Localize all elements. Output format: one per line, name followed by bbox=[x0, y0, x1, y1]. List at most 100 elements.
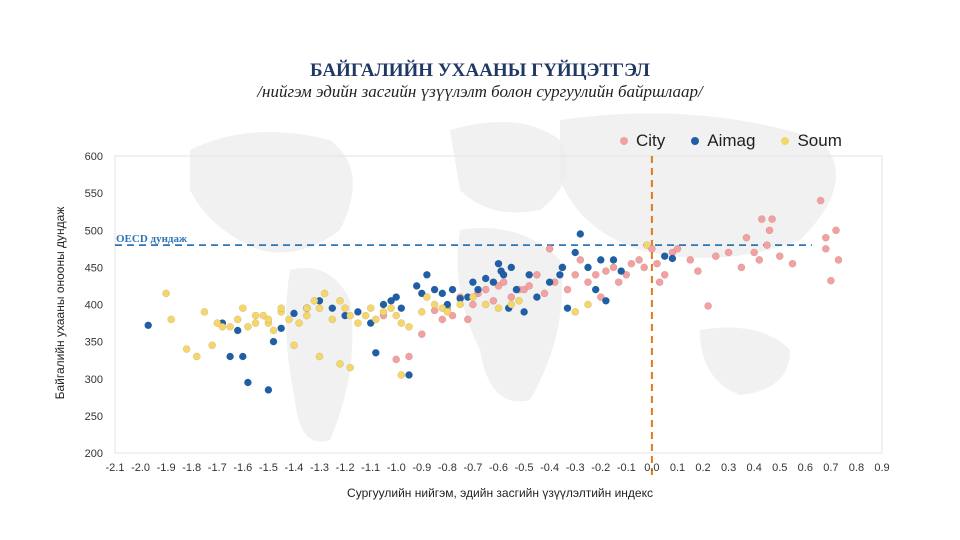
point-city bbox=[655, 278, 664, 287]
point-city bbox=[765, 226, 774, 235]
chart-subtitle: /нийгэм эдийн засгийн үзүүлэлт болон сур… bbox=[257, 82, 703, 101]
point-city bbox=[614, 278, 623, 287]
point-soum bbox=[290, 341, 298, 350]
point-soum bbox=[430, 300, 439, 309]
x-tick-label: -2.0 bbox=[131, 462, 150, 474]
point-soum bbox=[387, 304, 395, 313]
point-city bbox=[609, 263, 618, 272]
point-city bbox=[622, 270, 631, 279]
point-soum bbox=[264, 315, 273, 324]
x-tick-label: -0.7 bbox=[463, 462, 482, 474]
legend-label-soum: Soum bbox=[797, 131, 842, 150]
point-aimag bbox=[412, 282, 421, 290]
point-city bbox=[750, 248, 759, 257]
data-points bbox=[144, 196, 843, 394]
point-city bbox=[834, 256, 843, 264]
point-city bbox=[763, 241, 771, 249]
x-tick-label: -1.0 bbox=[387, 462, 406, 474]
x-tick-label: 0.0 bbox=[644, 462, 659, 474]
point-city bbox=[489, 296, 498, 305]
point-city bbox=[438, 315, 447, 324]
point-aimag bbox=[596, 256, 605, 264]
point-soum bbox=[642, 241, 651, 249]
point-aimag bbox=[533, 293, 541, 301]
point-city bbox=[469, 300, 477, 309]
x-tick-label: 0.4 bbox=[747, 462, 762, 474]
point-soum bbox=[310, 296, 319, 305]
x-tick-label: -2.1 bbox=[106, 462, 125, 474]
plot-border bbox=[114, 155, 883, 454]
y-tick-label: 600 bbox=[85, 151, 103, 163]
point-city bbox=[627, 259, 636, 268]
point-soum bbox=[515, 296, 523, 305]
point-soum bbox=[417, 308, 426, 316]
point-city bbox=[755, 256, 764, 264]
point-city bbox=[821, 233, 830, 242]
point-aimag bbox=[494, 259, 503, 268]
point-city bbox=[711, 252, 720, 261]
point-soum bbox=[354, 319, 362, 327]
legend-marker-soum bbox=[781, 137, 790, 145]
map-shape bbox=[700, 327, 790, 395]
point-aimag bbox=[392, 293, 401, 301]
legend-marker-city bbox=[620, 137, 628, 145]
y-tick-label: 500 bbox=[85, 225, 103, 237]
point-city bbox=[816, 196, 825, 205]
x-tick-label: -0.9 bbox=[412, 462, 431, 474]
point-city bbox=[584, 278, 592, 287]
point-city bbox=[596, 293, 605, 301]
x-tick-label: -1.8 bbox=[182, 462, 201, 474]
x-tick-label: 0.2 bbox=[695, 462, 710, 474]
point-soum bbox=[397, 371, 406, 379]
point-city bbox=[653, 259, 661, 268]
x-tick-label: 0.3 bbox=[721, 462, 736, 474]
point-aimag bbox=[525, 270, 534, 279]
x-tick-label: 0.6 bbox=[798, 462, 813, 474]
x-tick-label: -0.6 bbox=[489, 462, 508, 474]
x-tick-label: -0.2 bbox=[591, 462, 610, 474]
point-city bbox=[694, 267, 702, 275]
point-city bbox=[507, 293, 516, 301]
plot-frame bbox=[114, 155, 883, 454]
point-aimag bbox=[423, 270, 431, 279]
point-soum bbox=[336, 296, 344, 305]
point-aimag bbox=[417, 289, 426, 298]
legend: City Aimag Soum bbox=[620, 131, 842, 151]
point-aimag bbox=[512, 285, 521, 294]
point-aimag bbox=[563, 304, 572, 313]
point-soum bbox=[162, 289, 170, 298]
point-soum bbox=[200, 308, 209, 316]
point-soum bbox=[251, 311, 260, 320]
point-city bbox=[571, 270, 580, 279]
point-soum bbox=[379, 308, 388, 316]
point-aimag bbox=[576, 230, 585, 238]
point-aimag bbox=[430, 285, 439, 294]
point-soum bbox=[571, 308, 580, 316]
point-soum bbox=[481, 300, 490, 309]
point-soum bbox=[320, 289, 329, 298]
point-soum bbox=[507, 300, 516, 309]
point-soum bbox=[405, 322, 413, 331]
point-soum bbox=[392, 311, 401, 320]
point-aimag bbox=[277, 324, 286, 333]
point-city bbox=[405, 352, 413, 361]
point-soum bbox=[469, 293, 477, 301]
point-aimag bbox=[328, 304, 337, 313]
y-tick-label: 400 bbox=[85, 300, 103, 312]
point-city bbox=[540, 289, 549, 298]
point-city bbox=[635, 256, 643, 264]
point-soum bbox=[397, 319, 406, 327]
point-soum bbox=[269, 326, 278, 335]
y-tick-label: 450 bbox=[85, 262, 103, 274]
point-city bbox=[660, 270, 669, 279]
point-city bbox=[525, 282, 534, 290]
point-city bbox=[673, 244, 682, 253]
point-city bbox=[832, 226, 840, 235]
point-city bbox=[737, 263, 746, 272]
x-tick-label: -1.6 bbox=[233, 462, 252, 474]
point-soum bbox=[259, 311, 268, 320]
point-aimag bbox=[397, 304, 406, 313]
point-aimag bbox=[366, 319, 375, 327]
x-tick-label: -1.4 bbox=[284, 462, 303, 474]
